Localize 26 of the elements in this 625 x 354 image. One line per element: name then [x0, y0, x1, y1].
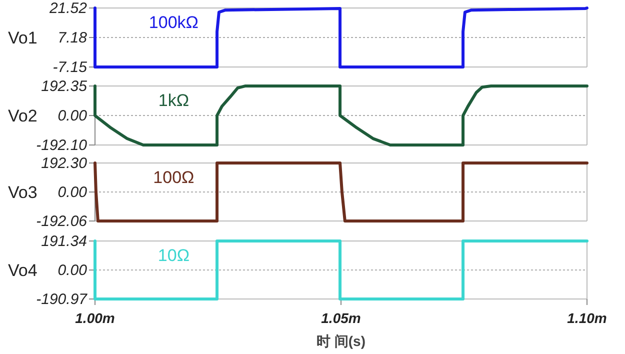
series-label: 100kΩ: [148, 13, 199, 32]
y-axis-title: Vo1: [8, 28, 38, 48]
y-axis-title: Vo2: [8, 106, 38, 126]
y-tick-label: 0.00: [58, 184, 88, 202]
series-label: 1kΩ: [158, 91, 190, 110]
x-tick-label: 1.10m: [567, 310, 607, 326]
y-tick-label: 192.35: [41, 78, 88, 95]
y-tick-label: 7.18: [58, 30, 88, 47]
y-tick-label: -7.15: [52, 59, 88, 76]
y-tick-label: -192.06: [36, 213, 88, 230]
y-tick-label: 0.00: [58, 108, 88, 125]
line-series: [94, 6, 588, 68]
y-tick-label: -192.10: [36, 137, 88, 154]
y-axis-title: Vo4: [8, 261, 38, 280]
y-tick-label: 192.30: [41, 155, 88, 172]
line-series: [94, 84, 588, 146]
series-label: 10Ω: [158, 246, 190, 265]
x-axis-title: 时 间(s): [316, 333, 366, 349]
y-tick-label: -190.97: [36, 291, 88, 308]
x-tick-label: 1.00m: [75, 310, 115, 326]
y-tick-label: 0.00: [58, 262, 88, 280]
y-axis-title: Vo3: [8, 183, 38, 202]
x-tick-label: 1.05m: [321, 310, 361, 326]
y-tick-label: 191.34: [41, 233, 87, 250]
y-tick-label: 21.52: [48, 0, 88, 17]
series-label: 100Ω: [153, 168, 194, 187]
